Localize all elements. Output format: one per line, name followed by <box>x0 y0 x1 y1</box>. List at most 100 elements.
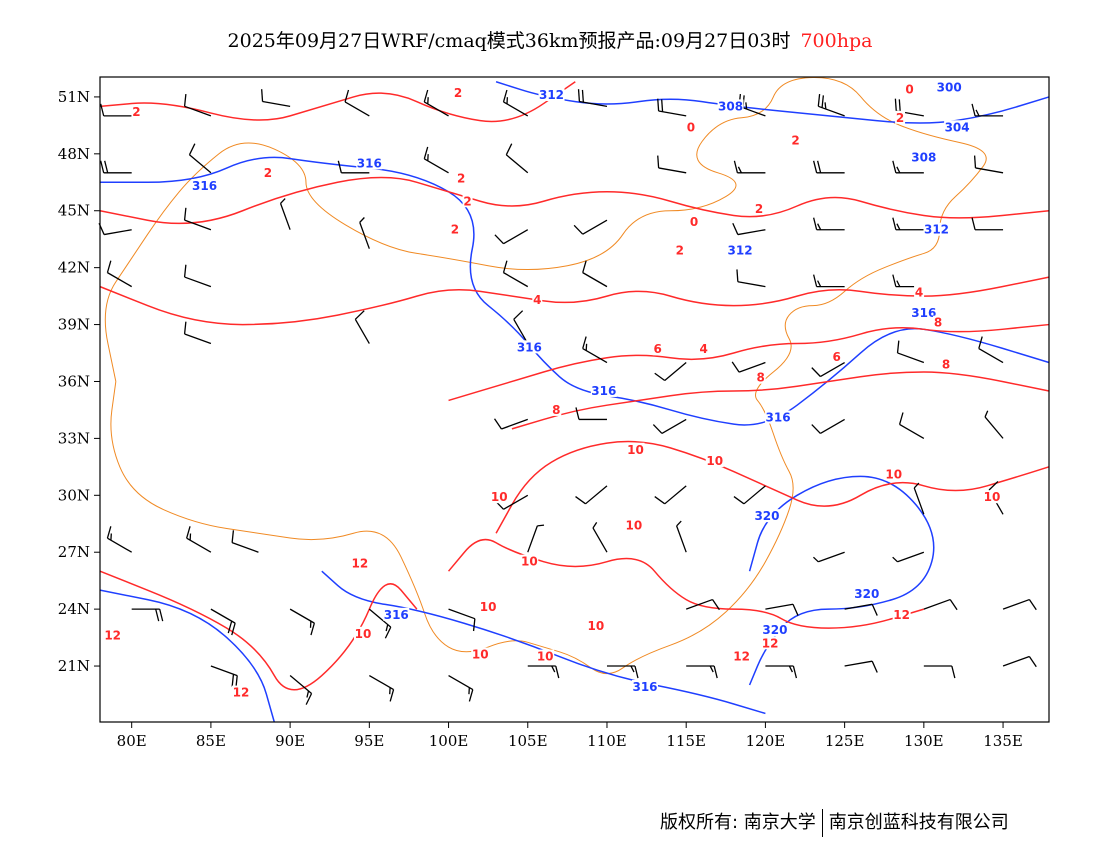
height-label-bg <box>853 586 880 600</box>
wind-barb <box>527 665 560 679</box>
lat-tick-label: 45N <box>58 202 90 220</box>
height-label-bg <box>910 150 937 164</box>
wind-barb <box>973 155 1004 174</box>
height-label: 316 <box>357 156 382 170</box>
lat-tick-label: 24N <box>58 600 90 618</box>
geopotential-height-contours <box>99 81 1050 723</box>
temperature-label: 0 <box>690 215 698 229</box>
height-label: 312 <box>539 88 564 102</box>
temperature-label: 8 <box>934 316 942 330</box>
temperature-label-bg <box>698 342 709 356</box>
lon-tick-label: 120E <box>746 732 786 750</box>
temperature-label-bg <box>674 243 685 257</box>
wind-barb <box>733 160 766 174</box>
wind-barb <box>736 269 766 288</box>
temperature-label-bg <box>520 554 539 568</box>
wind-barb <box>971 103 1004 117</box>
china-border-layer <box>104 76 987 675</box>
wind-barb <box>971 217 1004 231</box>
height-label-bg <box>765 410 792 424</box>
height-label: 312 <box>924 223 949 237</box>
wind-barb <box>731 361 766 373</box>
temperature-label: 12 <box>233 686 250 700</box>
temperature-label: 10 <box>885 467 902 481</box>
height-contour <box>100 156 1050 426</box>
temperature-label-bg <box>685 120 696 134</box>
wind-barb <box>98 223 132 236</box>
wind-barb <box>765 603 799 616</box>
wind-barb <box>923 598 958 611</box>
temperature-label-bg <box>790 133 801 147</box>
temperature-label: 10 <box>626 519 643 533</box>
temperature-label: 10 <box>627 443 644 457</box>
wind-barb <box>913 482 925 515</box>
height-label: 316 <box>517 340 542 354</box>
temperature-label: 12 <box>351 557 368 571</box>
temperature-label: 10 <box>472 648 489 662</box>
temperature-label-bg <box>350 556 369 570</box>
temperature-contour <box>447 538 925 629</box>
temperature-label: 2 <box>896 111 904 125</box>
wind-barb <box>502 89 529 117</box>
height-label-bg <box>727 243 754 257</box>
wind-barb <box>448 608 476 632</box>
title-level: 700hpa <box>800 30 873 52</box>
height-label: 316 <box>384 608 409 622</box>
lat-tick-label: 30N <box>58 486 90 504</box>
lat-tick-label: 33N <box>58 429 90 447</box>
lat-tick-label: 42N <box>58 259 90 277</box>
lon-tick-label: 95E <box>354 732 384 750</box>
temperature-label: 10 <box>521 555 538 569</box>
wind-barb <box>1002 598 1037 611</box>
lon-tick-label: 130E <box>904 732 944 750</box>
map-axes: 80E 85E 90E 95E 100E 105E 110E 115E 120E 125E 130E… <box>58 88 1023 750</box>
wind-barb <box>186 526 212 553</box>
wind-barb <box>231 530 259 553</box>
temperature-label-bg <box>551 402 562 416</box>
wind-barb <box>654 362 687 382</box>
temperature-label: 2 <box>132 105 140 119</box>
temperature-label: 0 <box>687 120 695 134</box>
temperature-label-bg <box>353 626 372 640</box>
temperature-label: 2 <box>791 134 799 148</box>
height-label-bg <box>717 99 744 113</box>
temperature-label: 10 <box>588 619 605 633</box>
temperature-label: 12 <box>733 650 750 664</box>
lat-tick-label: 27N <box>58 543 90 561</box>
temperature-label-bg <box>892 607 911 621</box>
wind-barb <box>654 485 687 505</box>
wind-barb <box>183 93 212 117</box>
temperature-label: 2 <box>457 171 465 185</box>
temperature-label-bg <box>831 349 842 363</box>
temperature-label: 6 <box>833 350 841 364</box>
wind-barb <box>812 160 845 174</box>
temperature-label: 8 <box>756 371 764 385</box>
wind-barb <box>513 310 529 344</box>
wind-barb <box>368 608 392 639</box>
wind-barb <box>657 155 687 174</box>
temperature-label: 2 <box>264 166 272 180</box>
wind-barb <box>344 89 370 117</box>
wind-barb <box>188 143 212 174</box>
wind-barb <box>423 146 449 174</box>
wind-barb <box>337 160 370 174</box>
wind-barbs-layer <box>98 89 1037 705</box>
temperature-label-bg <box>490 490 509 504</box>
temperature-label: 4 <box>915 285 923 299</box>
temperature-contour <box>495 440 1050 534</box>
wind-barb <box>892 217 924 231</box>
wind-barb <box>844 603 878 616</box>
height-label: 312 <box>728 244 753 258</box>
wind-barb <box>354 310 370 344</box>
wind-barb <box>183 264 212 288</box>
wind-barb <box>183 207 212 231</box>
wind-barb <box>369 674 395 702</box>
wind-barb <box>261 89 291 108</box>
height-label-bg <box>590 383 617 397</box>
height-label: 320 <box>754 509 779 523</box>
height-label-bg <box>632 679 659 693</box>
lon-tick-label: 80E <box>117 732 147 750</box>
contour-labels: 312 312 312 308 308 304 300 316 316 316 316 316 316 3… <box>103 80 1001 700</box>
wind-barb <box>279 198 291 230</box>
wind-barb <box>575 485 608 505</box>
